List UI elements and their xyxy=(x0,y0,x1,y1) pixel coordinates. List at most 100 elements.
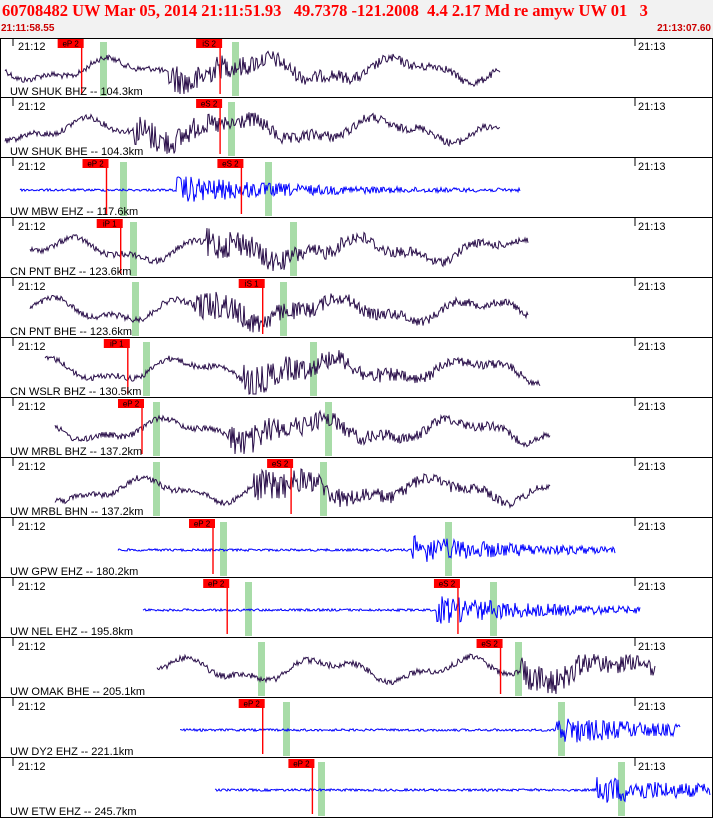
trace-row: eP 2 iS 2 21:12 21:13 UW SHUK BHZ -- 104.3km xyxy=(0,38,713,98)
pick-window-band xyxy=(143,342,150,396)
tick-label-right: 21:13 xyxy=(638,521,666,533)
pick-label: eS 2 xyxy=(201,100,218,109)
tick-label-left: 21:12 xyxy=(18,641,46,653)
station-label: UW DY2 EHZ -- 221.1km xyxy=(10,746,133,758)
trace-row: eS 2 21:12 21:13 UW SHUK BHE -- 104.3km xyxy=(0,98,713,158)
tick-label-left: 21:12 xyxy=(18,41,46,53)
tick-label-right: 21:13 xyxy=(638,581,666,593)
pick-label-box xyxy=(288,759,315,768)
waveform xyxy=(117,534,616,562)
seismogram-panel: eP 2 iS 2 21:12 21:13 UW SHUK BHZ -- 104.3km… xyxy=(0,38,713,818)
pick-window-band xyxy=(153,462,160,516)
waveform xyxy=(29,291,529,333)
pick-label: eS 2 xyxy=(481,640,498,649)
pick-window-band xyxy=(445,522,452,576)
pick-label: eP 2 xyxy=(123,400,140,409)
pick-label: eP 2 xyxy=(194,520,211,529)
header-bar: 60708482 UW Mar 05, 2014 21:11:51.93 49.… xyxy=(0,0,713,38)
station-label: UW ETW EHZ -- 245.7km xyxy=(10,806,137,818)
tick-label-right: 21:13 xyxy=(638,401,666,413)
pick-label-box xyxy=(203,579,230,588)
pick-window-band xyxy=(258,642,265,696)
station-label: UW OMAK BHE -- 205.1km xyxy=(10,686,145,698)
pick-label-box xyxy=(57,39,84,48)
trace-row: eS 2 21:12 21:13 UW MRBL BHN -- 137.2km xyxy=(0,458,713,518)
tick-label-left: 21:12 xyxy=(18,761,46,773)
tick-label-right: 21:13 xyxy=(638,341,666,353)
pick-window-band xyxy=(220,522,227,576)
pick-label-box xyxy=(103,339,130,348)
tick-label-right: 21:13 xyxy=(638,101,666,113)
pick-label-box xyxy=(82,159,109,168)
station-label: UW NEL EHZ -- 195.8km xyxy=(10,626,133,638)
trace-row: eP 2 21:12 21:13 UW ETW EHZ -- 245.7km xyxy=(0,758,713,818)
pick-label-box xyxy=(433,579,460,588)
pick-window-band xyxy=(290,222,297,276)
pick-label: eP 2 xyxy=(293,760,310,769)
tick-label-left: 21:12 xyxy=(18,581,46,593)
start-time: 21:11:58.55 xyxy=(1,23,55,34)
pick-window-band xyxy=(228,102,235,156)
waveform xyxy=(4,50,501,95)
pick-window-band xyxy=(515,642,522,696)
tick-label-left: 21:12 xyxy=(18,401,46,413)
pick-label-box xyxy=(189,519,215,528)
tick-label-right: 21:13 xyxy=(638,641,666,653)
trace-row: eP 2 21:12 21:13 UW DY2 EHZ -- 221.1km xyxy=(0,698,713,758)
trace-row: eP 2 21:12 21:13 UW MRBL BHZ -- 137.2km xyxy=(0,398,713,458)
pick-label: eS 2 xyxy=(222,160,239,169)
station-label: CN PNT BHE -- 123.6km xyxy=(10,326,132,338)
waveform xyxy=(214,777,711,803)
pick-label-box xyxy=(196,39,223,48)
pick-label: iP 1 xyxy=(110,340,124,349)
waveform xyxy=(54,409,551,455)
waveform xyxy=(156,653,656,695)
pick-window-band xyxy=(558,702,565,756)
pick-label: eS 2 xyxy=(272,460,289,469)
tick-label-left: 21:12 xyxy=(18,521,46,533)
tick-label-left: 21:12 xyxy=(18,461,46,473)
pick-label-box xyxy=(96,219,123,228)
pick-window-band xyxy=(618,762,625,816)
trace-row: eP 2 21:12 21:13 UW GPW EHZ -- 180.2km xyxy=(0,518,713,578)
pick-label-box xyxy=(238,279,265,288)
pick-label-box xyxy=(267,459,294,468)
pick-label-box xyxy=(196,99,223,108)
trace-row: eP 2 eS 2 21:12 21:13 UW MBW EHZ -- 117.6km xyxy=(0,158,713,218)
pick-label-box xyxy=(118,399,144,408)
pick-window-band xyxy=(325,402,332,456)
tick-label-right: 21:13 xyxy=(638,41,666,53)
pick-label: eS 2 xyxy=(439,580,456,589)
pick-window-band xyxy=(130,222,137,276)
tick-label-left: 21:12 xyxy=(18,161,46,173)
pick-label: eP 2 xyxy=(208,580,225,589)
pick-window-band xyxy=(310,342,317,396)
pick-label: eP 2 xyxy=(244,700,261,709)
waveform xyxy=(19,176,521,202)
station-label: CN PNT BHZ -- 123.6km xyxy=(10,266,131,278)
tick-label-left: 21:12 xyxy=(18,701,46,713)
event-title: 60708482 UW Mar 05, 2014 21:11:51.93 49.… xyxy=(2,1,648,20)
tick-label-right: 21:13 xyxy=(638,701,666,713)
station-label: UW GPW EHZ -- 180.2km xyxy=(10,566,138,578)
pick-label: eP 2 xyxy=(87,160,104,169)
pick-window-band xyxy=(318,762,325,816)
tick-label-right: 21:13 xyxy=(638,461,666,473)
pick-label: iS 1 xyxy=(245,280,259,289)
pick-label: iS 2 xyxy=(202,40,216,49)
tick-label-left: 21:12 xyxy=(18,101,46,113)
tick-label-left: 21:12 xyxy=(18,221,46,233)
tick-label-left: 21:12 xyxy=(18,281,46,293)
trace-row: iP 1 21:12 21:13 CN PNT BHZ -- 123.6km xyxy=(0,218,713,278)
pick-label-box xyxy=(217,159,244,168)
pick-label-box xyxy=(476,639,503,648)
pick-label: iP 1 xyxy=(103,220,117,229)
trace-row: eS 2 21:12 21:13 UW OMAK BHE -- 205.1km xyxy=(0,638,713,698)
waveform xyxy=(54,468,551,509)
tick-label-right: 21:13 xyxy=(638,281,666,293)
station-label: UW MBW EHZ -- 117.6km xyxy=(10,206,138,218)
pick-label-box xyxy=(238,699,265,708)
station-label: UW MRBL BHZ -- 137.2km xyxy=(10,446,142,458)
station-label: UW MRBL BHN -- 137.2km xyxy=(10,506,143,518)
trace-row: iP 1 21:12 21:13 CN WSLR BHZ -- 130.5km xyxy=(0,338,713,398)
